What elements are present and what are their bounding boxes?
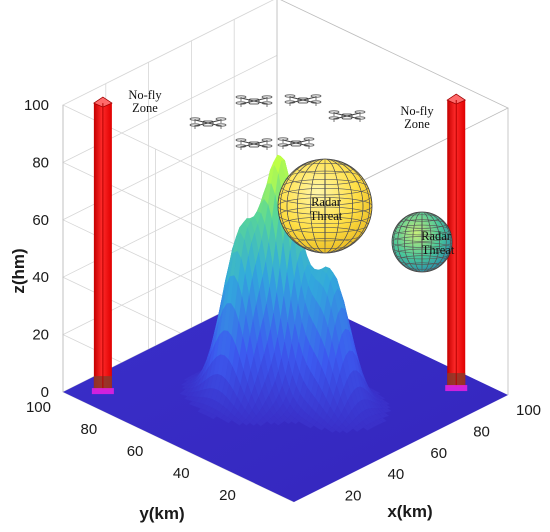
terrain-patch [342,427,351,434]
sphere-latitude [392,236,452,248]
z-tick-label: 40 [32,269,49,286]
terrain-patch [273,419,282,426]
nofly-zone-2 [445,93,468,392]
nofly-zone-footprint [445,385,468,392]
terrain-patch [317,424,326,431]
uav-arm [333,112,361,120]
terrain-patch [284,418,292,424]
x-tick-label: 40 [388,466,405,483]
uav-arm [240,97,268,105]
y-tick-label: 60 [127,443,144,460]
y-tick-label: 40 [173,465,190,482]
radar-threat-1-label-line1: Radar [311,195,342,209]
uav-icon [284,94,322,106]
sphere-longitude [393,212,451,272]
nofly-zone-1-label-line2: Zone [132,101,158,115]
uav-formation [189,94,366,150]
sphere-longitude [297,159,353,253]
uav-icon [235,138,273,150]
uav-icon [189,117,227,129]
y-tick-label: 20 [219,487,236,504]
x-tick-label: 80 [473,423,490,440]
terrain-patch [256,420,265,427]
uav-arm [289,96,317,104]
sphere-longitude [404,212,440,272]
radar-threat-1-label-line2: Threat [310,209,343,223]
z-tick-label: 100 [24,97,49,114]
uav-icon [277,137,315,149]
terrain-patch [235,419,244,426]
nofly-zone-footprint [91,388,114,395]
nofly-zone-top [93,96,113,108]
sphere-longitude [324,159,326,253]
terrain-patch [328,426,337,433]
uav-icon [235,95,273,107]
radar-threat-1 [277,158,373,254]
terrain-patch [242,419,251,426]
terrain-patch [209,413,218,420]
terrain-patch [224,417,233,424]
tick-labels: 0 20 40 60 80 100 20 40 60 80 100 20 40 60 80 100 [24,97,541,505]
sphere-latitude [278,197,372,215]
sphere-longitude [412,212,432,272]
sphere-longitude [286,159,364,253]
z-tick-label: 0 [41,384,49,401]
nofly-zone-1-label-line1: No-fly [128,88,162,102]
box-edge [280,0,509,216]
terrain-patch [352,425,361,432]
z-tick-label: 20 [32,327,49,344]
sphere-longitude [397,212,447,272]
x-tick-label: 60 [430,445,447,462]
nofly-zone-2-label-line2: Zone [404,117,430,131]
obstacles-layer [91,93,468,395]
z-axis-label: z(hm) [9,248,28,293]
sphere-longitude [310,159,340,253]
x-axis-label: x(km) [387,502,432,521]
terrain-patch [363,425,371,431]
sphere-longitude [421,212,423,272]
radar-threat-2-label-line2: Threat [422,243,455,257]
y-axis-label: y(km) [139,504,184,523]
y-tick-label: 80 [81,421,98,438]
terrain-patch [266,418,275,425]
x-tick-label: 20 [345,488,362,505]
nofly-zone-2-label-line1: No-fly [400,104,434,118]
terrain-patch [306,422,315,429]
terrain-patch [249,419,258,426]
y-tick-label: 100 [26,399,51,416]
x-tick-label: 100 [516,402,541,419]
radar-threat-2 [391,211,453,273]
uav-icon [328,110,366,122]
z-tick-label: 60 [32,212,49,229]
nofly-zone-1 [91,96,114,395]
uav-arm [282,139,310,147]
z-tick-label: 80 [32,154,49,171]
terrain-patch [291,418,300,425]
sphere-longitude [280,159,370,253]
uav-arm [194,119,222,127]
uav-arm [240,140,268,148]
terrain-patch [335,427,344,434]
radar-threat-2-label-line1: Radar [421,229,452,243]
nofly-zone-top [446,93,467,105]
